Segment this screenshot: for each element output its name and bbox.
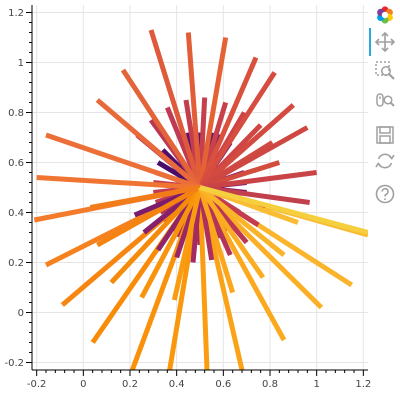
ray-segment xyxy=(197,186,266,279)
ray-segment xyxy=(109,185,202,285)
ray-segment xyxy=(95,98,202,190)
ray-segment xyxy=(199,170,317,190)
toolbar xyxy=(368,0,400,400)
x-tick-label: -0.2 xyxy=(27,379,47,390)
x-axis: -0.2 0 0.2 0.4 0.6 0.8 1 1.2 xyxy=(27,369,371,390)
y-tick-label: 1 xyxy=(18,58,24,69)
y-tick-label: 1.2 xyxy=(8,8,24,19)
ray-segment xyxy=(198,185,286,257)
box-zoom-icon[interactable] xyxy=(374,59,396,81)
save-icon[interactable] xyxy=(374,124,396,146)
x-tick-label: 0.4 xyxy=(169,379,185,390)
x-tick-label: 1.2 xyxy=(355,379,371,390)
active-tool-indicator xyxy=(369,28,371,56)
ray-segment xyxy=(185,32,203,188)
ray-segment xyxy=(198,125,309,190)
ray-segment xyxy=(89,185,201,210)
ray-segment xyxy=(197,71,277,189)
ray-segment xyxy=(120,68,203,189)
help-icon[interactable] xyxy=(374,183,396,205)
y-tick-label: 0 xyxy=(18,308,24,319)
reset-icon[interactable] xyxy=(374,150,396,172)
y-tick-label: 0.8 xyxy=(8,108,24,119)
ray-segment xyxy=(96,185,202,248)
ray-segment xyxy=(148,29,203,189)
ray-segment xyxy=(36,175,201,190)
bokeh-logo-icon xyxy=(374,4,396,26)
y-tick-label: -0.2 xyxy=(4,358,24,369)
ray-segment xyxy=(139,186,203,299)
y-tick-label: 0.2 xyxy=(8,258,24,269)
wheel-zoom-icon[interactable] xyxy=(374,90,396,112)
ray-segment xyxy=(197,187,210,370)
y-axis: -0.2 0 0.2 0.4 0.6 0.8 1 1.2 xyxy=(4,5,33,370)
segments xyxy=(33,29,368,370)
x-tick-label: 0 xyxy=(80,379,86,390)
ray-segment xyxy=(198,103,295,190)
ray-segment xyxy=(197,56,259,189)
y-tick-label: 0.4 xyxy=(8,208,24,219)
x-tick-label: 0.2 xyxy=(122,379,138,390)
ray-segment xyxy=(199,185,368,235)
x-tick-label: 1 xyxy=(313,379,319,390)
y-tick-label: 0.6 xyxy=(8,158,24,169)
ray-segment xyxy=(197,37,229,188)
ray-segment xyxy=(171,186,203,301)
grid xyxy=(32,5,368,370)
ray-segment xyxy=(45,132,201,190)
ray-segment xyxy=(197,186,236,294)
x-tick-label: 0.6 xyxy=(215,379,231,390)
x-tick-label: 0.8 xyxy=(262,379,278,390)
pan-icon[interactable] xyxy=(374,31,396,53)
